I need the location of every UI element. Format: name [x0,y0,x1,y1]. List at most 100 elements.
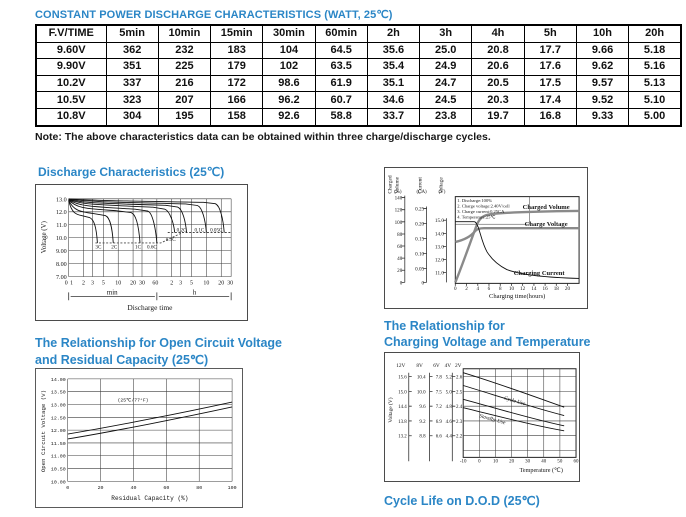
charging-time-ticks-9: 18 [554,286,560,292]
table-cell: 19.7 [471,107,525,127]
table-cell: 195 [157,107,212,127]
charging-x-axis-label-0: Charging time(hours) [489,293,545,300]
discharge-y-ticks-5: 8.00 [56,262,67,268]
charged-volume-ticks-5: 40 [397,256,403,262]
ocv-y-ticks: 14.00 13.50 13.00 12.50 12.00 11.50 11.00 10.50… [51,377,66,486]
table-cell: 63.5 [314,58,368,76]
cvt-2v-ticks: 2.6 2.5 2.4 2.3 2.2 [456,376,463,440]
discharge-rate-labels-1: 2C [111,245,118,251]
cvt-12v-ticks-1: 15.0 [398,390,407,395]
ocv-upper-line [67,401,233,435]
charging-conditions-notes-1: 2. Charge voltage:2.40V/cell [457,203,510,208]
table-cell: 104 [262,41,316,60]
table-cell: 61.9 [314,74,368,93]
discharge-y-ticks: 13.0 12.0 11.0 10.0 9.00 8.00 7.00 [56,197,67,281]
charged-volume-ticks-7: 0 [400,280,403,286]
cvt-6v-ticks-4: 6.6 [436,435,443,440]
table-cell: 172 [210,74,264,93]
power-table-head-row: F.V/TIME 5min 10min 15min 30min 60min 2h 3h 4h 5h… [35,24,682,43]
table-cell: 60.7 [314,91,368,109]
voltage-ticks-1: 14.0 [435,231,444,237]
cvt-8v-ticks-4: 8.8 [419,435,426,440]
cvt-2v-ticks-3: 2.3 [456,420,463,425]
ocv-x-axis-label-0: Residual Capacity (%) [111,495,188,502]
discharge-y-ticks-6: 7.00 [56,275,67,281]
ocv-lower-line [67,406,233,440]
discharge-y-axis-label: Voltage (V) [41,221,48,253]
table-cell: 17.7 [523,41,577,60]
table-cell: 5.10 [628,91,682,109]
cvt-temperature-ticks-7: 60 [574,459,579,464]
cvt-plot-frame [462,368,577,458]
voltage-ticks-2: 13.0 [435,244,444,250]
charging-conditions-notes-2: 3. Charge current:0.25CA [457,209,505,214]
table-cell: 17.6 [523,58,577,76]
discharge-y-ticks-1: 12.0 [56,210,67,216]
discharge-x-axis-label-0: Discharge time [127,303,173,312]
table-cell: 35.1 [366,74,421,93]
cvt-6v-ticks-0: 7.8 [436,376,443,381]
table-cell: 24.7 [419,74,473,93]
discharge-curve-0_1c [68,198,207,233]
charged-volume-ticks-0: 140 [395,196,403,202]
ocv-y-ticks-2: 13.00 [51,402,66,408]
table-cell: 183 [210,41,264,60]
ocv-x-ticks: 0 20 40 60 80 100 [66,485,236,491]
cvt-6v-ticks-2: 7.2 [436,405,443,410]
table-cell: 216 [157,74,212,93]
table-cell: 16.8 [523,107,577,127]
current-ticks-0: 0.25 [415,206,424,212]
ocv-y-ticks-3: 12.50 [51,415,66,421]
cvt-scale-headers-4: 2V [455,363,462,369]
table-header-cell: F.V/TIME [35,24,107,43]
charging-conditions-notes-3: 4. Temperature:25℃ [457,214,496,219]
table-cell: 20.6 [471,58,525,76]
cvt-scale-headers-3: 4V [445,363,452,369]
table-row: 10.8V 304 195 158 92.6 58.8 33.7 23.8 19.7 16.8 9.… [35,107,682,127]
table-row: 10.2V 337 216 172 98.6 61.9 35.1 24.7 20.5 17.5 9.… [35,74,682,93]
ocv-x-axis-label: Residual Capacity (%) [111,495,188,502]
discharge-y-ticks-2: 11.0 [56,223,66,229]
discharge-rate-labels: 3C 2C 1C 0.6C 0.3C0.2C 0.1C 0.05C [95,227,223,250]
table-cell: 5.18 [628,41,682,60]
cvt-temperature-ticks-1: 0 [478,459,481,464]
charging-conditions-notes-0: 1. Discharge:100% [457,198,492,203]
discharge-x-ticks-9: 2 [170,281,173,287]
cycle-use-upper-line [463,372,565,408]
table-cell: 207 [157,91,212,109]
ocv-y-ticks-4: 12.00 [51,428,66,434]
discharge-curve-0_3c [68,198,176,233]
ocv-x-ticks-5: 100 [228,485,237,491]
table-header-cell: 30min [262,24,316,43]
discharge-x-axis-label: Discharge time [127,303,173,312]
discharge-x-ticks-3: 3 [91,281,94,287]
cvt-4v-ticks-1: 5.0 [446,390,453,395]
cvt-8v-ticks: 10.4 10.0 9.6 9.2 8.8 [417,376,426,440]
cvt-12v-ticks-2: 14.4 [398,405,407,410]
discharge-x-ticks-13: 20 [218,281,224,287]
cvt-12v-ticks-0: 15.6 [398,376,407,381]
cvt-2v-ticks-0: 2.6 [456,376,463,381]
ocv-x-ticks-0: 0 [66,485,69,491]
table-cell: 10.8V [35,107,107,127]
table-cell: 9.66 [575,41,630,60]
discharge-rate-labels-5: 0.2C [177,227,187,233]
cvt-temperature-ticks-5: 40 [541,459,546,464]
discharge-x-ticks-5: 10 [115,281,121,287]
cvt-temperature-ticks-6: 50 [557,459,562,464]
table-cell: 5.13 [628,74,682,93]
discharge-rate-labels-6: 0.1C [195,227,205,233]
table-header-cell: 60min [314,24,368,43]
table-header-cell: 10min [157,24,212,43]
current-ticks-3: 0.10 [415,251,424,257]
table-cell: 20.3 [471,91,525,109]
charged-volume-ticks-4: 60 [397,244,403,250]
standby-use-upper-line [463,398,565,427]
discharge-y-ticks-3: 10.0 [56,236,67,242]
table-cell: 9.90V [35,58,107,76]
power-table-body: 9.60V 362 232 183 104 64.5 35.6 25.0 20.8 17.7 9.6… [35,41,682,127]
cvt-4v-ticks-2: 4.8 [446,405,453,410]
table-cell: 5.00 [628,107,682,127]
current-ticks-5: 0 [422,280,425,286]
table-note: Note: The above characteristics data can… [35,131,491,143]
